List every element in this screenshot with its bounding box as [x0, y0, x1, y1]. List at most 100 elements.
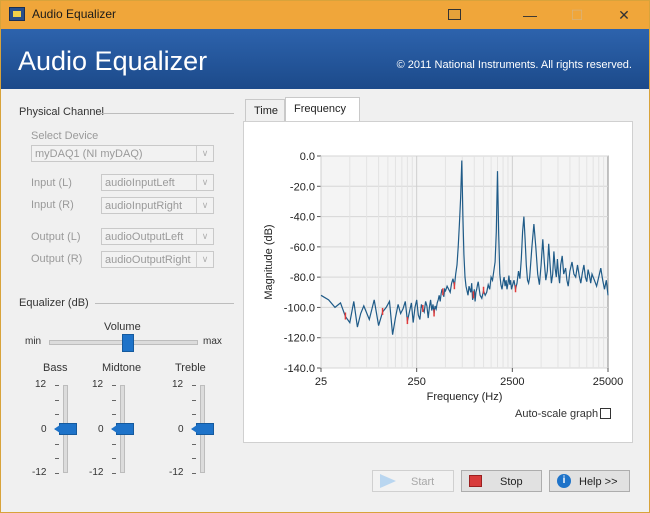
frequency-chart: 0.0 -20.0 -40.0 -60.0 -80.0 -100.0 -120.0 -140.…	[263, 151, 624, 403]
band-tick-mark	[55, 414, 59, 416]
band-slider-thumb[interactable]	[54, 423, 77, 435]
stop-label: Stop	[500, 476, 523, 488]
band-label: Treble	[175, 362, 206, 374]
help-button[interactable]: i Help >>	[549, 470, 630, 492]
window-title: Audio Equalizer	[32, 7, 117, 21]
band-tick-mark	[112, 458, 116, 460]
x-tick-label: 25	[315, 376, 327, 388]
start-button[interactable]: Start	[372, 470, 454, 492]
divider	[101, 113, 234, 114]
device-value: myDAQ1 (NI myDAQ)	[35, 148, 143, 160]
close-button[interactable]: ✕	[618, 7, 630, 23]
band-tick-mark	[55, 458, 59, 460]
input-r-dropdown[interactable]: audioInputRight ∨	[101, 197, 214, 214]
copyright-text: © 2011 National Instruments. All rights …	[396, 59, 632, 71]
help-label: Help >>	[579, 476, 618, 488]
autoscale-checkbox[interactable]	[600, 408, 611, 419]
tab-frequency[interactable]: Frequency	[285, 97, 360, 121]
output-l-value: audioOutputLeft	[105, 231, 184, 243]
band-tick-mark	[55, 399, 59, 401]
y-tick-label: -20.0	[290, 181, 315, 193]
chevron-down-icon: ∨	[196, 146, 213, 161]
band-tick-mid: 0	[178, 424, 184, 435]
frequency-panel: 0.0 -20.0 -40.0 -60.0 -80.0 -100.0 -120.0 -140.…	[243, 121, 633, 443]
y-tick-label: -120.0	[284, 333, 315, 345]
band-tick-mark	[55, 385, 59, 386]
chevron-down-icon: ∨	[196, 229, 213, 244]
x-axis-label: Frequency (Hz)	[427, 391, 503, 403]
band-tick-mark	[192, 443, 196, 445]
band-tick-mark	[192, 473, 196, 474]
title-bar[interactable]: Audio Equalizer — ☐ ✕	[1, 1, 649, 29]
band-tick-mark	[112, 385, 116, 386]
band-tick-mark	[192, 385, 196, 386]
spectrum-line	[320, 160, 609, 335]
band-tick-top: 12	[172, 379, 184, 390]
divider	[95, 303, 234, 304]
volume-slider-thumb[interactable]	[121, 334, 134, 352]
band-tick-bottom: -12	[169, 467, 184, 478]
info-icon: i	[557, 474, 571, 488]
band-slider-thumb[interactable]	[111, 423, 134, 435]
chevron-down-icon: ∨	[196, 252, 213, 267]
band-tick-mark	[112, 443, 116, 445]
physical-channel-heading: Physical Channel	[19, 106, 104, 118]
band-tick-mark	[192, 414, 196, 416]
band-tick-mark	[192, 399, 196, 401]
band-tick-mark	[192, 458, 196, 460]
y-tick-label: -140.0	[284, 363, 315, 375]
y-axis-label: Magnitude (dB)	[263, 224, 275, 299]
y-tick-label: -40.0	[290, 212, 315, 224]
maximize-button[interactable]: ☐	[570, 7, 584, 23]
chevron-down-icon: ∨	[196, 175, 213, 190]
chevron-down-icon: ∨	[196, 198, 213, 213]
band-tick-mark	[55, 443, 59, 445]
input-l-value: audioInputLeft	[105, 177, 175, 189]
band-tick-bottom: -12	[89, 467, 104, 478]
y-tick-label: -80.0	[290, 272, 315, 284]
band-tick-top: 12	[92, 379, 104, 390]
volume-min-label: min	[25, 336, 42, 347]
band-tick-mid: 0	[98, 424, 104, 435]
window-menu-icon[interactable]	[448, 9, 461, 20]
tab-time[interactable]: Time	[245, 99, 285, 121]
banner-title: Audio Equalizer	[18, 46, 208, 76]
input-l-dropdown[interactable]: audioInputLeft ∨	[101, 174, 214, 191]
equalizer-heading: Equalizer (dB)	[19, 297, 89, 309]
volume-max-label: max	[203, 336, 222, 347]
input-l-label: Input (L)	[31, 177, 72, 189]
band-tick-bottom: -12	[32, 467, 47, 478]
x-tick-label: 25000	[593, 376, 624, 388]
input-r-value: audioInputRight	[105, 200, 183, 212]
app-icon	[9, 7, 25, 21]
band-tick-mid: 0	[41, 424, 47, 435]
x-tick-label: 250	[407, 376, 425, 388]
output-r-value: audioOutputRight	[105, 254, 191, 266]
stop-button[interactable]: Stop	[461, 470, 542, 492]
autoscale-label: Auto-scale graph	[515, 408, 599, 420]
band-label: Bass	[43, 362, 68, 374]
minimize-button[interactable]: —	[523, 7, 537, 23]
band-tick-mark	[112, 414, 116, 416]
start-label: Start	[411, 476, 435, 488]
band-label: Midtone	[102, 362, 142, 374]
output-r-label: Output (R)	[31, 253, 83, 265]
select-device-dropdown[interactable]: myDAQ1 (NI myDAQ) ∨	[31, 145, 214, 162]
x-tick-label: 2500	[500, 376, 524, 388]
output-r-dropdown[interactable]: audioOutputRight ∨	[101, 251, 214, 268]
stop-icon	[469, 475, 482, 487]
band-tick-mark	[112, 399, 116, 401]
play-icon	[380, 474, 396, 488]
volume-label: Volume	[104, 321, 141, 333]
header-banner: Audio Equalizer © 2011 National Instrume…	[1, 29, 649, 89]
tab-frequency-label: Frequency	[294, 103, 346, 115]
select-device-label: Select Device	[31, 130, 99, 142]
band-tick-top: 12	[35, 379, 47, 390]
band-slider-thumb[interactable]	[191, 423, 214, 435]
y-tick-label: -60.0	[290, 242, 315, 254]
band-tick-mark	[112, 473, 116, 474]
y-tick-label: 0.0	[300, 151, 315, 163]
output-l-dropdown[interactable]: audioOutputLeft ∨	[101, 228, 214, 245]
band-tick-mark	[55, 473, 59, 474]
